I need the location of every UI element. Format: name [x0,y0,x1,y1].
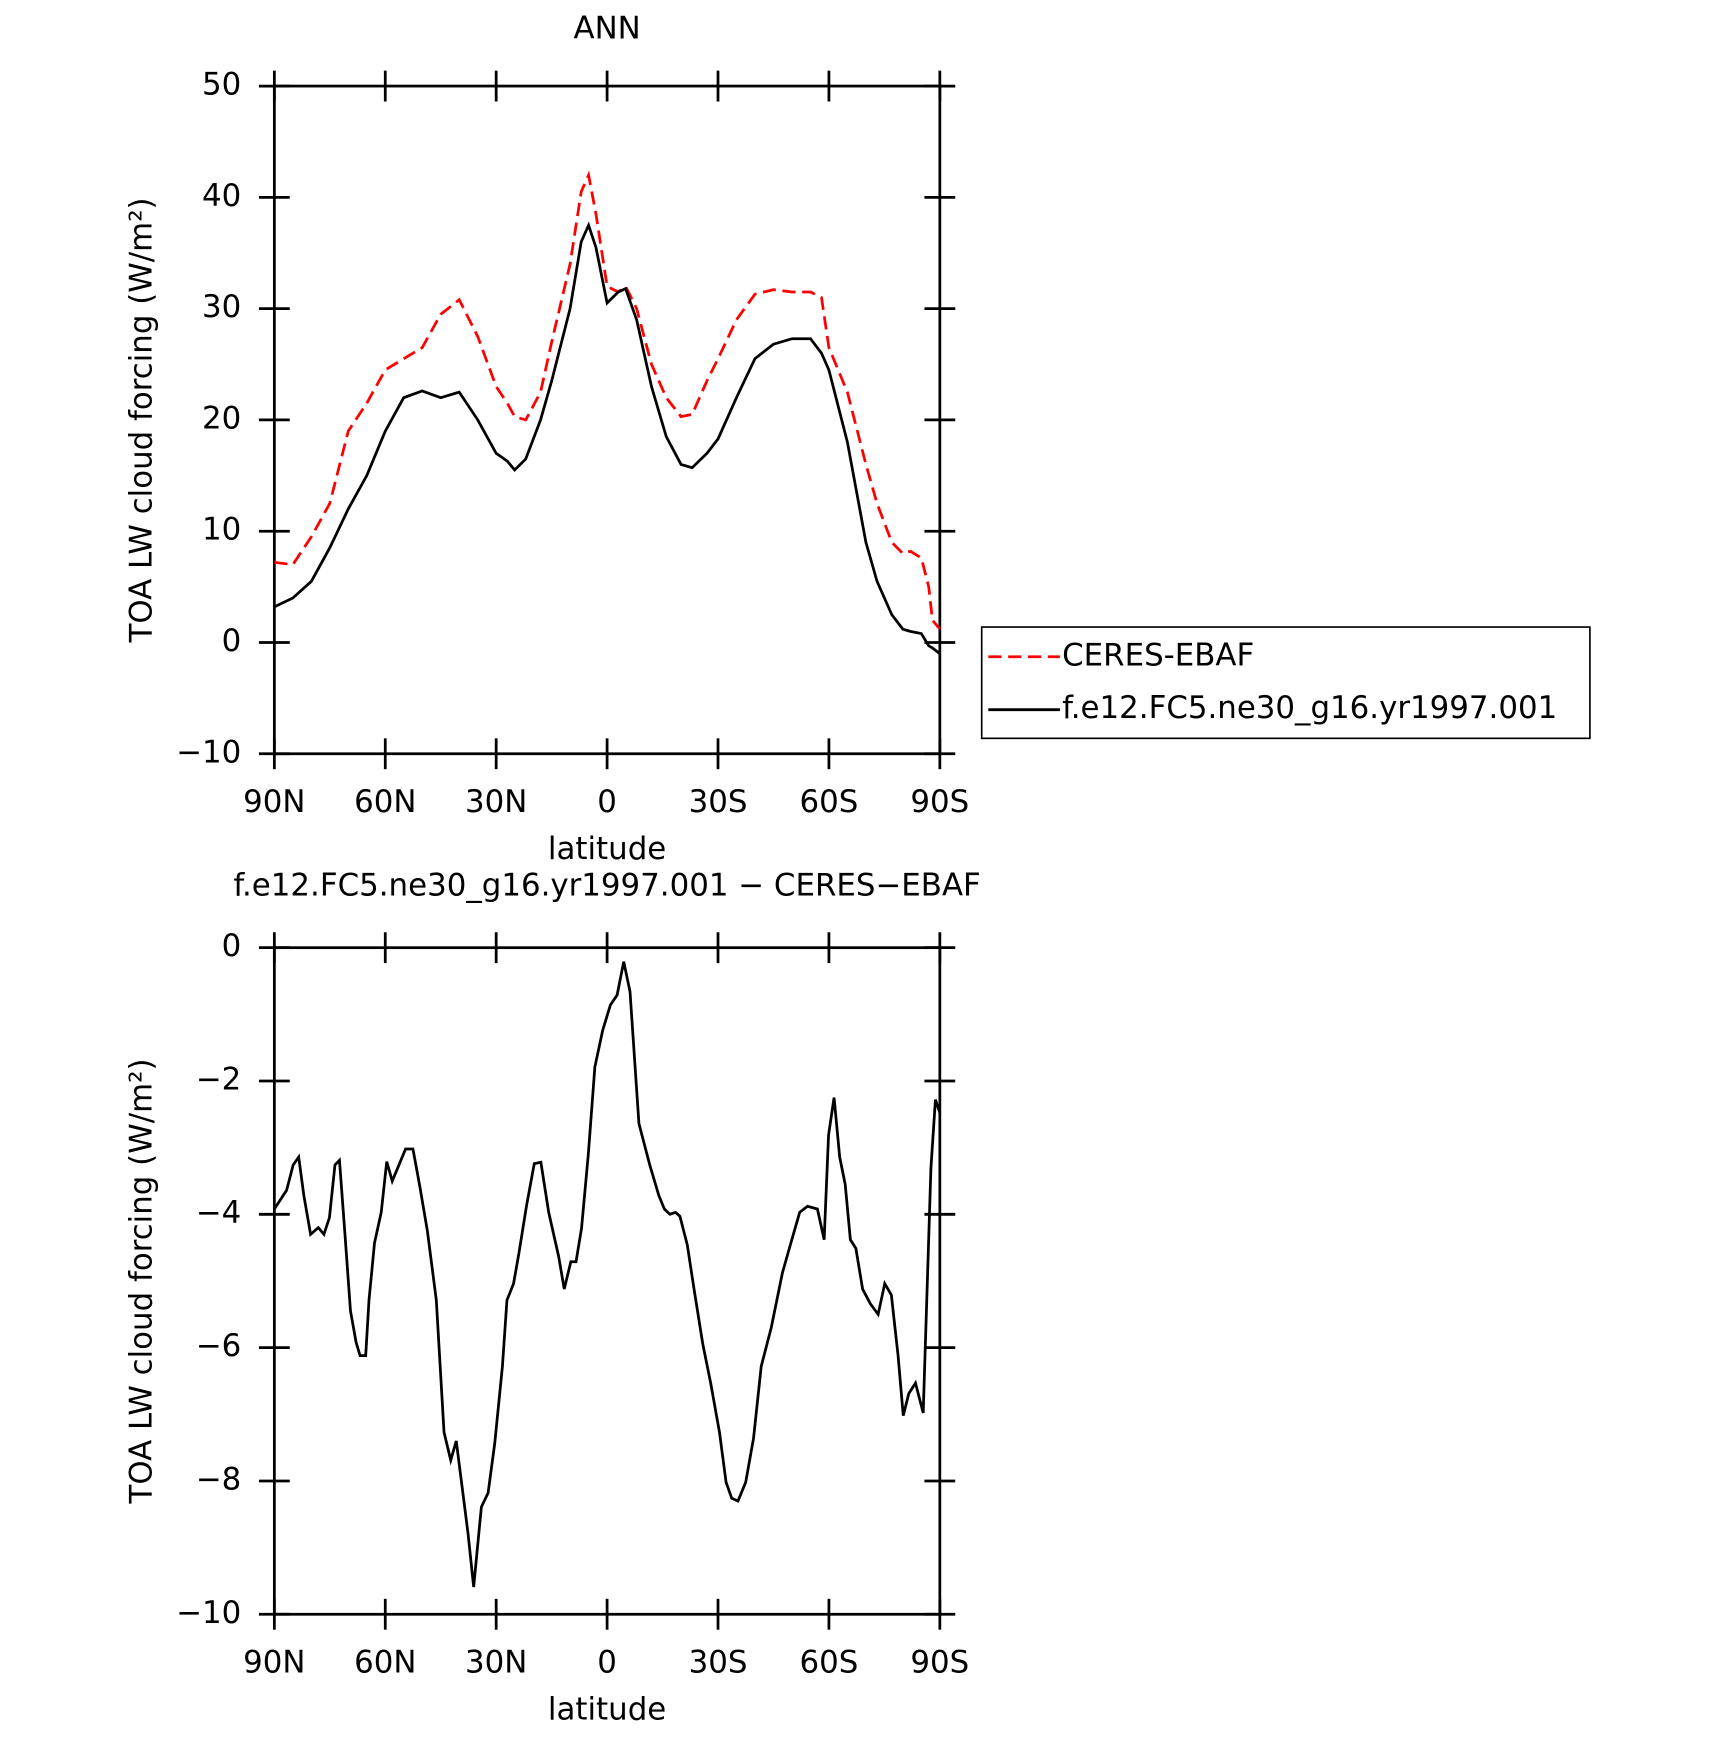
x-tick-label: 90N [243,1644,305,1680]
plot-frame [272,84,942,756]
series-line [274,170,941,631]
x-tick-label: 0 [597,1644,617,1680]
y-tick-label: 40 [202,178,241,214]
series-line [273,961,942,1588]
chart-title: ANN [573,10,640,46]
x-tick-label: 30N [465,784,527,820]
y-tick-label: −10 [176,734,241,770]
legend-label: CERES-EBAF [1062,637,1254,673]
x-tick-label: 60S [800,1644,859,1680]
y-tick-label: −2 [196,1061,241,1097]
plot-frame [272,946,942,1616]
chart-title: f.e12.FC5.ne30_g16.yr1997.001 − CERES−EB… [233,868,980,904]
y-axis-label: TOA LW cloud forcing (W/m²) [124,1058,160,1504]
y-tick-label: −6 [196,1328,241,1364]
x-tick-label: 30N [465,1644,527,1680]
x-tick-label: 60S [800,784,859,820]
x-tick-label: 90N [243,784,305,820]
y-tick-label: 50 [202,67,241,103]
x-tick-label: 90S [910,784,969,820]
series-line [273,221,941,655]
y-tick-label: −8 [196,1461,241,1497]
legend-box [980,626,1591,740]
y-tick-label: 30 [202,289,241,325]
x-tick-label: 30S [689,1644,748,1680]
x-tick-label: 30S [689,784,748,820]
legend-label: f.e12.FC5.ne30_g16.yr1997.001 [1062,690,1557,726]
y-axis-label: TOA LW cloud forcing (W/m²) [124,197,160,643]
x-tick-label: 0 [597,784,617,820]
y-tick-label: −4 [196,1195,241,1231]
y-tick-label: 10 [202,512,241,548]
x-tick-label: 90S [910,1644,969,1680]
x-axis-label: latitude [548,831,666,867]
y-tick-label: 0 [222,623,242,659]
y-tick-label: 0 [222,928,242,964]
x-axis-label: latitude [548,1692,666,1728]
x-tick-label: 60N [354,784,416,820]
y-tick-label: 20 [202,400,241,436]
x-tick-label: 60N [354,1644,416,1680]
y-tick-label: −10 [176,1595,241,1631]
